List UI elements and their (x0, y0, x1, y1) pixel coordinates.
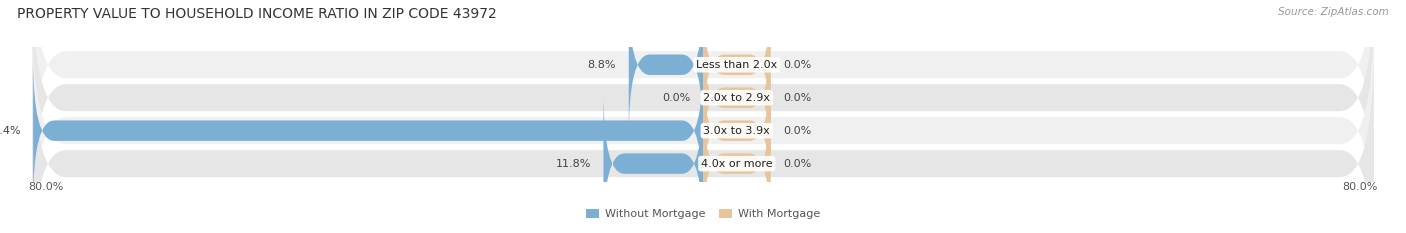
FancyBboxPatch shape (32, 0, 1374, 216)
Text: 4.0x or more: 4.0x or more (702, 159, 772, 169)
FancyBboxPatch shape (32, 12, 1374, 233)
Text: 80.0%: 80.0% (1343, 182, 1378, 192)
Text: 0.0%: 0.0% (783, 60, 811, 70)
Text: Less than 2.0x: Less than 2.0x (696, 60, 778, 70)
Text: 0.0%: 0.0% (783, 93, 811, 103)
Text: 8.8%: 8.8% (588, 60, 616, 70)
Text: 11.8%: 11.8% (555, 159, 591, 169)
Text: Source: ZipAtlas.com: Source: ZipAtlas.com (1278, 7, 1389, 17)
FancyBboxPatch shape (703, 25, 770, 170)
FancyBboxPatch shape (32, 0, 1374, 183)
FancyBboxPatch shape (32, 45, 1374, 233)
Text: 0.0%: 0.0% (783, 126, 811, 136)
Text: 0.0%: 0.0% (662, 93, 690, 103)
Text: 2.0x to 2.9x: 2.0x to 2.9x (703, 93, 770, 103)
FancyBboxPatch shape (34, 58, 703, 203)
Text: 79.4%: 79.4% (0, 126, 21, 136)
Legend: Without Mortgage, With Mortgage: Without Mortgage, With Mortgage (586, 209, 820, 219)
Text: 80.0%: 80.0% (28, 182, 63, 192)
Text: 3.0x to 3.9x: 3.0x to 3.9x (703, 126, 770, 136)
FancyBboxPatch shape (703, 91, 770, 233)
FancyBboxPatch shape (603, 91, 703, 233)
FancyBboxPatch shape (703, 58, 770, 203)
Text: 0.0%: 0.0% (783, 159, 811, 169)
FancyBboxPatch shape (628, 0, 703, 137)
Text: PROPERTY VALUE TO HOUSEHOLD INCOME RATIO IN ZIP CODE 43972: PROPERTY VALUE TO HOUSEHOLD INCOME RATIO… (17, 7, 496, 21)
FancyBboxPatch shape (703, 0, 770, 137)
